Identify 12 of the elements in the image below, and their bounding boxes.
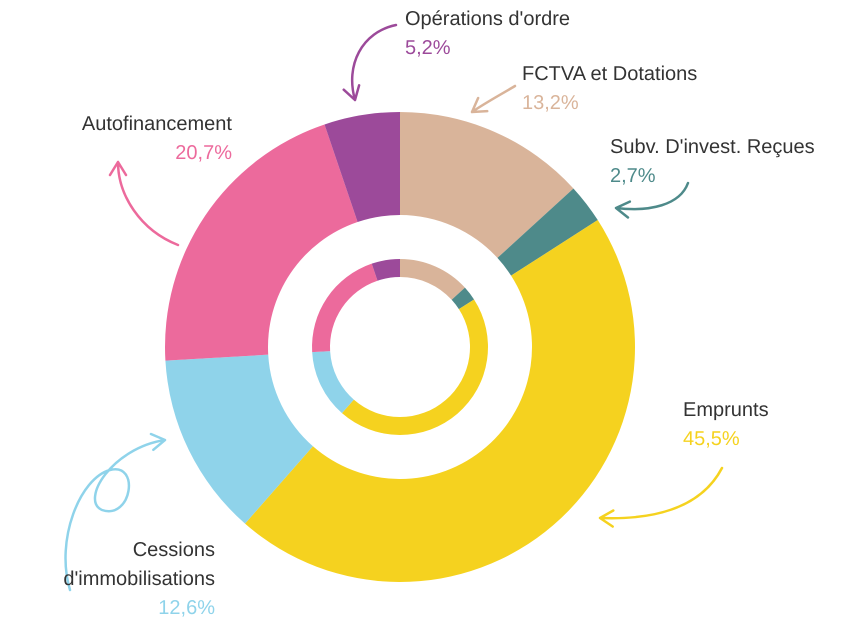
slice-label: Subv. D'invest. Reçues bbox=[610, 135, 815, 160]
text: 12,6% bbox=[158, 597, 215, 618]
text: 5,2% bbox=[405, 37, 451, 59]
text: 45,5% bbox=[683, 428, 740, 450]
text: 2,7% bbox=[610, 165, 656, 187]
slice-label: FCTVA et Dotations bbox=[522, 62, 698, 87]
slice-label: Cessions d'immobilisations bbox=[62, 538, 215, 592]
text: 20,7% bbox=[175, 142, 232, 164]
slice-label: Opérations d'ordre bbox=[405, 7, 570, 32]
slice-label: Emprunts bbox=[683, 398, 769, 423]
text: 13,2% bbox=[522, 92, 579, 114]
slice-label: Autofinancement bbox=[80, 112, 232, 137]
